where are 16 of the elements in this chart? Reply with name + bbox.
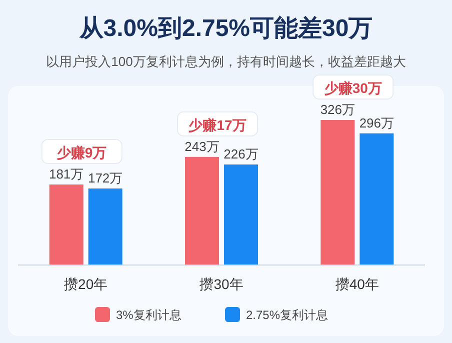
legend-label: 3%复利计息 [116, 308, 182, 322]
x-tick-label: 攒30年 [200, 276, 244, 292]
data-label: 172万 [88, 170, 123, 186]
data-label: 326万 [320, 102, 356, 117]
annotation: 少赚17万 [188, 116, 246, 133]
annotation: 少赚30万 [324, 80, 382, 96]
data-label: 226万 [224, 146, 258, 162]
data-label: 296万 [359, 115, 394, 130]
chart-title: 从3.0%到2.75%可能差30万 [78, 15, 373, 42]
data-label: 181万 [48, 166, 84, 182]
x-tick-label: 攒20年 [64, 276, 108, 292]
legend-label: 2.75%复利计息 [246, 308, 328, 322]
chart-subtitle: 以用户投入100万复利计息为例，持有时间越长，收益差距越大 [46, 54, 406, 69]
x-tick-label: 攒40年 [335, 276, 379, 292]
annotation: 少赚9万 [56, 144, 107, 160]
data-label: 243万 [184, 138, 220, 154]
